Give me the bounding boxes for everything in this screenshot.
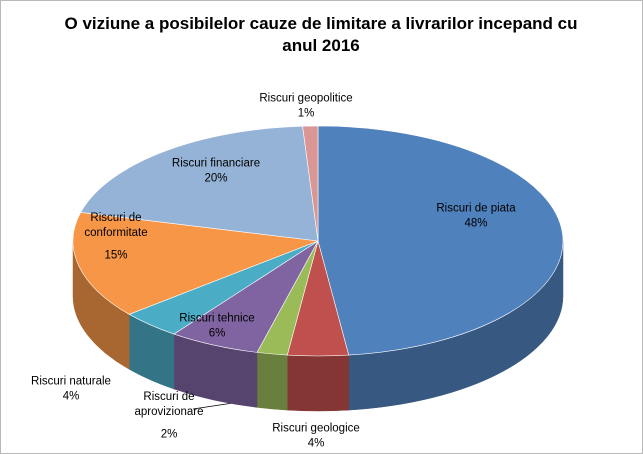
slice-value-label: 15% <box>104 249 128 262</box>
slice-label: Riscuri financiare <box>171 157 261 169</box>
slice-label: Riscuri naturale <box>31 375 111 387</box>
slice-label: Riscuri tehnice <box>179 312 255 324</box>
slice-label: Riscuri geologice <box>272 422 360 434</box>
slice-label: Riscuri de piata <box>436 202 516 214</box>
slice-value-label: 6% <box>208 327 226 339</box>
slice-value-label: 2% <box>160 428 178 441</box>
slice-value-label: 20% <box>204 172 228 184</box>
slice-value-label: 1% <box>297 107 315 119</box>
slice-side <box>256 352 288 411</box>
slice <box>80 125 319 242</box>
slice-value-label: 48% <box>464 217 488 229</box>
slice <box>72 212 319 315</box>
slice-value-label: 4% <box>307 437 325 449</box>
slice <box>302 125 319 242</box>
chart-title: O viziune a posibilelor cauze de limitar… <box>64 14 578 55</box>
slice-label: Riscuri de aprovizionare <box>134 391 204 418</box>
slice <box>317 125 564 356</box>
slice-side <box>287 354 349 412</box>
slice-value-label: 4% <box>62 390 80 402</box>
slice-label: Riscuri geopolitice <box>259 92 353 104</box>
slice-label: Riscuri de conformitate <box>84 212 148 239</box>
